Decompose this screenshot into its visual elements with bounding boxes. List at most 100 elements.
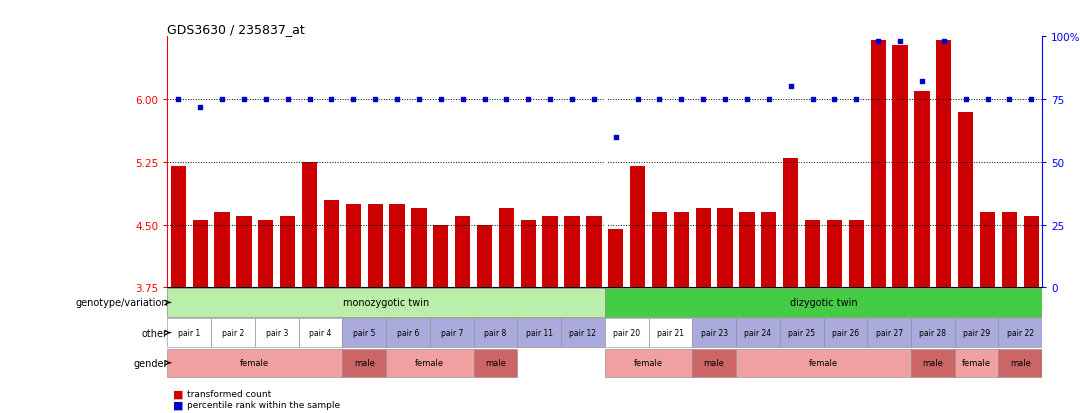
Point	[673, 97, 690, 103]
Point	[1023, 97, 1040, 103]
Bar	[215, 213, 230, 288]
Bar	[827, 221, 842, 288]
Bar	[367, 204, 382, 288]
Point	[1001, 97, 1018, 103]
Bar	[692, 349, 737, 377]
Text: pair 2: pair 2	[221, 328, 244, 337]
Point	[957, 97, 974, 103]
Bar	[171, 166, 186, 288]
Bar	[1002, 213, 1017, 288]
Bar	[692, 319, 737, 347]
Bar	[387, 349, 474, 377]
Point	[585, 97, 603, 103]
Point	[564, 97, 581, 103]
Text: pair 20: pair 20	[613, 328, 640, 337]
Bar	[346, 204, 361, 288]
Bar	[474, 349, 517, 377]
Text: pair 26: pair 26	[832, 328, 859, 337]
Point	[804, 97, 821, 103]
Bar	[955, 319, 999, 347]
Bar	[761, 213, 777, 288]
Point	[366, 97, 383, 103]
Bar	[1024, 217, 1039, 288]
Text: dizygotic twin: dizygotic twin	[789, 298, 858, 308]
Point	[476, 97, 494, 103]
Text: GDS3630 / 235837_at: GDS3630 / 235837_at	[167, 23, 306, 36]
Bar	[192, 221, 207, 288]
Bar	[455, 217, 470, 288]
Text: male: male	[354, 358, 375, 367]
Text: percentile rank within the sample: percentile rank within the sample	[187, 400, 340, 409]
Text: ■: ■	[173, 389, 184, 399]
Text: male: male	[1010, 358, 1030, 367]
Bar	[167, 319, 212, 347]
Text: pair 28: pair 28	[919, 328, 946, 337]
Point	[935, 39, 953, 45]
Point	[345, 97, 362, 103]
Bar	[737, 319, 780, 347]
Bar	[892, 45, 907, 288]
Bar	[430, 319, 474, 347]
Bar	[324, 200, 339, 288]
Bar	[517, 319, 562, 347]
Point	[214, 97, 231, 103]
Text: pair 8: pair 8	[484, 328, 507, 337]
Text: pair 3: pair 3	[266, 328, 288, 337]
Bar	[433, 225, 448, 288]
Bar	[387, 319, 430, 347]
Bar	[605, 349, 692, 377]
Point	[914, 79, 931, 85]
Bar	[565, 217, 580, 288]
Text: transformed count: transformed count	[187, 389, 271, 398]
Bar	[999, 349, 1042, 377]
Point	[432, 97, 449, 103]
Bar	[237, 217, 252, 288]
Point	[869, 39, 887, 45]
Bar	[958, 112, 973, 288]
Bar	[849, 221, 864, 288]
Bar	[740, 213, 755, 288]
Point	[716, 97, 733, 103]
Point	[826, 97, 843, 103]
Point	[519, 97, 537, 103]
Point	[651, 97, 669, 103]
Bar	[298, 319, 342, 347]
Bar	[167, 349, 342, 377]
Bar	[630, 166, 645, 288]
Bar	[280, 217, 295, 288]
Bar	[936, 41, 951, 288]
Bar	[212, 319, 255, 347]
Point	[498, 97, 515, 103]
Point	[541, 97, 558, 103]
Point	[410, 97, 428, 103]
Text: genotype/variation: genotype/variation	[76, 298, 167, 308]
Bar	[605, 289, 1042, 317]
Text: female: female	[962, 358, 991, 367]
Point	[978, 97, 996, 103]
Bar	[521, 221, 536, 288]
Text: pair 29: pair 29	[963, 328, 990, 337]
Bar	[167, 289, 605, 317]
Point	[279, 97, 296, 103]
Bar	[999, 319, 1042, 347]
Bar	[915, 91, 930, 288]
Text: male: male	[704, 358, 725, 367]
Bar	[608, 229, 623, 288]
Text: pair 11: pair 11	[526, 328, 553, 337]
Point	[760, 97, 778, 103]
Point	[454, 97, 471, 103]
Bar	[805, 221, 820, 288]
Bar	[912, 349, 955, 377]
Bar	[652, 213, 667, 288]
Bar	[783, 158, 798, 288]
Bar	[586, 217, 602, 288]
Bar	[674, 213, 689, 288]
Bar	[870, 41, 886, 288]
Point	[694, 97, 712, 103]
Text: pair 27: pair 27	[876, 328, 903, 337]
Text: pair 21: pair 21	[657, 328, 684, 337]
Text: pair 6: pair 6	[396, 328, 419, 337]
Text: pair 22: pair 22	[1007, 328, 1034, 337]
Text: pair 4: pair 4	[309, 328, 332, 337]
Text: female: female	[809, 358, 838, 367]
